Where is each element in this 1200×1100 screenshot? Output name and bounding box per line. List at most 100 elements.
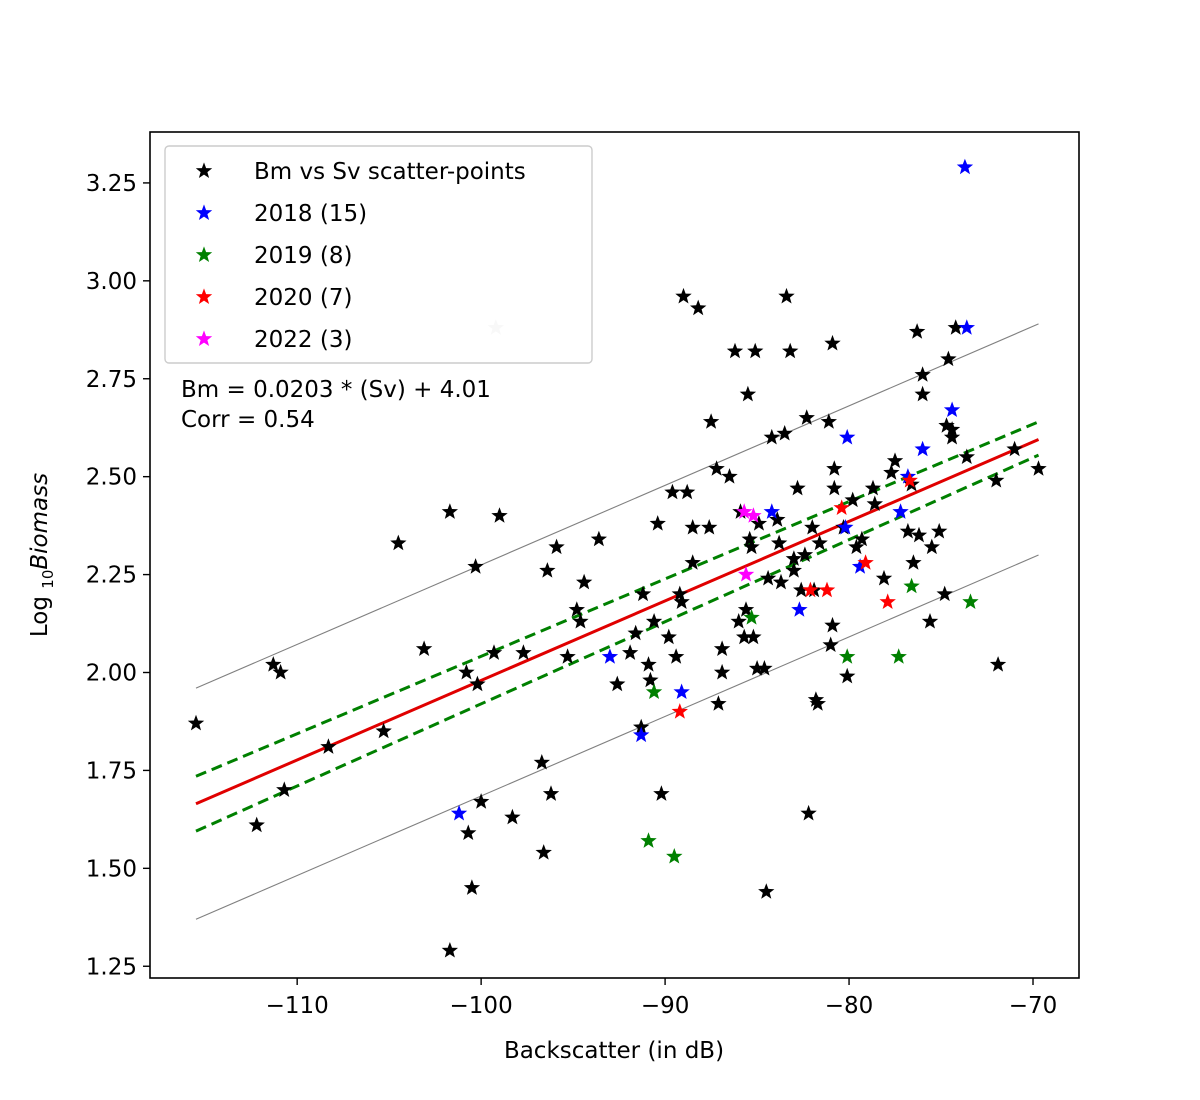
point-bm-vs-sv-scatter-points bbox=[822, 636, 839, 652]
point-bm-vs-sv-scatter-points bbox=[1006, 440, 1023, 457]
point-bm-vs-sv-scatter-points bbox=[721, 468, 738, 484]
point-bm-vs-sv-scatter-points bbox=[645, 613, 663, 629]
point-bm-vs-sv-scatter-points bbox=[886, 452, 904, 468]
point-bm-vs-sv-scatter-points bbox=[741, 530, 758, 547]
point-bm-vs-sv-scatter-points bbox=[824, 334, 841, 351]
point-bm-vs-sv-scatter-points bbox=[504, 808, 521, 825]
point-bm-vs-sv-scatter-points bbox=[491, 507, 508, 523]
legend-label-2019-8: 2019 (8) bbox=[254, 243, 352, 269]
point-bm-vs-sv-scatter-points bbox=[730, 613, 747, 629]
point-bm-vs-sv-scatter-points bbox=[756, 660, 773, 676]
legend-marker-2019-8 bbox=[195, 246, 213, 262]
point-bm-vs-sv-scatter-points bbox=[883, 464, 900, 480]
point-bm-vs-sv-scatter-points bbox=[798, 409, 815, 425]
point-bm-vs-sv-scatter-points bbox=[667, 648, 685, 664]
point-bm-vs-sv-scatter-points bbox=[938, 417, 955, 433]
point-bm-vs-sv-scatter-points bbox=[627, 624, 644, 641]
point-bm-vs-sv-scatter-points bbox=[736, 628, 753, 645]
point-2018-15 bbox=[763, 503, 780, 519]
point-2018-15 bbox=[892, 503, 909, 519]
point-bm-vs-sv-scatter-points bbox=[726, 342, 744, 359]
point-bm-vs-sv-scatter-points bbox=[441, 503, 458, 519]
x-tick-label: −80 bbox=[825, 993, 874, 1019]
point-bm-vs-sv-scatter-points bbox=[572, 613, 589, 629]
point-bm-vs-sv-scatter-points bbox=[758, 883, 775, 899]
point-2020-7 bbox=[833, 499, 850, 515]
point-bm-vs-sv-scatter-points bbox=[745, 628, 762, 645]
point-bm-vs-sv-scatter-points bbox=[713, 663, 731, 680]
point-bm-vs-sv-scatter-points bbox=[800, 804, 817, 821]
point-2018-15 bbox=[958, 319, 975, 335]
point-2020-7 bbox=[879, 593, 896, 609]
point-bm-vs-sv-scatter-points bbox=[675, 287, 692, 304]
point-2019-8 bbox=[839, 648, 856, 664]
point-bm-vs-sv-scatter-points bbox=[458, 663, 475, 680]
pi-upper-line bbox=[195, 323, 1039, 689]
point-bm-vs-sv-scatter-points bbox=[853, 530, 871, 547]
point-2022-3 bbox=[736, 503, 753, 519]
point-bm-vs-sv-scatter-points bbox=[265, 656, 282, 672]
point-bm-vs-sv-scatter-points bbox=[782, 342, 799, 359]
point-2018-15 bbox=[914, 440, 931, 457]
point-bm-vs-sv-scatter-points bbox=[469, 675, 486, 692]
point-2022-3 bbox=[745, 507, 762, 523]
point-bm-vs-sv-scatter-points bbox=[713, 640, 731, 656]
point-bm-vs-sv-scatter-points bbox=[785, 550, 802, 566]
point-bm-vs-sv-scatter-points bbox=[931, 522, 948, 539]
point-bm-vs-sv-scatter-points bbox=[664, 483, 681, 500]
point-bm-vs-sv-scatter-points bbox=[548, 538, 565, 555]
point-bm-vs-sv-scatter-points bbox=[272, 663, 289, 680]
point-bm-vs-sv-scatter-points bbox=[824, 616, 841, 633]
point-bm-vs-sv-scatter-points bbox=[759, 569, 777, 586]
point-bm-vs-sv-scatter-points bbox=[936, 585, 953, 602]
point-bm-vs-sv-scatter-points bbox=[539, 562, 556, 578]
point-2018-15 bbox=[956, 158, 974, 175]
point-bm-vs-sv-scatter-points bbox=[988, 472, 1005, 488]
point-bm-vs-sv-scatter-points bbox=[640, 656, 657, 672]
point-bm-vs-sv-scatter-points bbox=[940, 350, 957, 367]
point-bm-vs-sv-scatter-points bbox=[375, 722, 392, 739]
point-bm-vs-sv-scatter-points bbox=[649, 515, 666, 531]
point-bm-vs-sv-scatter-points bbox=[921, 613, 939, 629]
y-tick-label: 2.00 bbox=[86, 661, 137, 687]
x-axis-ticks: −110 −100 −90 −80 −70 bbox=[266, 978, 1057, 1019]
point-bm-vs-sv-scatter-points bbox=[710, 695, 727, 711]
point-bm-vs-sv-scatter-points bbox=[748, 660, 766, 676]
point-bm-vs-sv-scatter-points bbox=[415, 640, 433, 656]
point-bm-vs-sv-scatter-points bbox=[642, 671, 659, 688]
point-bm-vs-sv-scatter-points bbox=[485, 644, 503, 660]
legend-marker-bm-vs-sv-scatter-points bbox=[195, 162, 213, 178]
point-2020-7 bbox=[802, 581, 819, 598]
legend-label-2018-15: 2018 (15) bbox=[254, 201, 367, 227]
point-bm-vs-sv-scatter-points bbox=[769, 511, 786, 527]
point-2019-8 bbox=[666, 848, 683, 864]
x-tick-label: −100 bbox=[450, 993, 513, 1019]
point-2022-3 bbox=[737, 566, 755, 582]
point-bm-vs-sv-scatter-points bbox=[467, 558, 484, 574]
point-bm-vs-sv-scatter-points bbox=[820, 413, 837, 429]
y-axis-label-italic: Biomass bbox=[27, 473, 53, 570]
point-bm-vs-sv-scatter-points bbox=[807, 691, 825, 707]
point-bm-vs-sv-scatter-points bbox=[958, 448, 975, 464]
point-2019-8 bbox=[890, 648, 907, 664]
legend-marker-2022-3 bbox=[195, 330, 213, 346]
point-bm-vs-sv-scatter-points bbox=[609, 675, 626, 692]
point-bm-vs-sv-scatter-points bbox=[839, 667, 856, 684]
ci-lower-line bbox=[195, 453, 1040, 833]
point-2020-7 bbox=[857, 554, 874, 570]
legend-label-bm-vs-sv-scatter-points: Bm vs Sv scatter-points bbox=[254, 159, 526, 185]
point-2020-7 bbox=[671, 703, 688, 719]
point-2019-8 bbox=[903, 577, 920, 594]
y-tick-label: 3.00 bbox=[86, 269, 137, 295]
point-bm-vs-sv-scatter-points bbox=[763, 428, 780, 445]
point-bm-vs-sv-scatter-points bbox=[793, 581, 810, 598]
legend-label-2020-7: 2020 (7) bbox=[254, 285, 352, 311]
point-bm-vs-sv-scatter-points bbox=[811, 534, 828, 551]
point-2018-15 bbox=[601, 648, 619, 664]
point-2018-15 bbox=[837, 519, 854, 535]
y-tick-label: 1.75 bbox=[86, 758, 137, 784]
point-bm-vs-sv-scatter-points bbox=[785, 562, 802, 578]
point-bm-vs-sv-scatter-points bbox=[804, 519, 821, 535]
point-bm-vs-sv-scatter-points bbox=[702, 413, 720, 429]
